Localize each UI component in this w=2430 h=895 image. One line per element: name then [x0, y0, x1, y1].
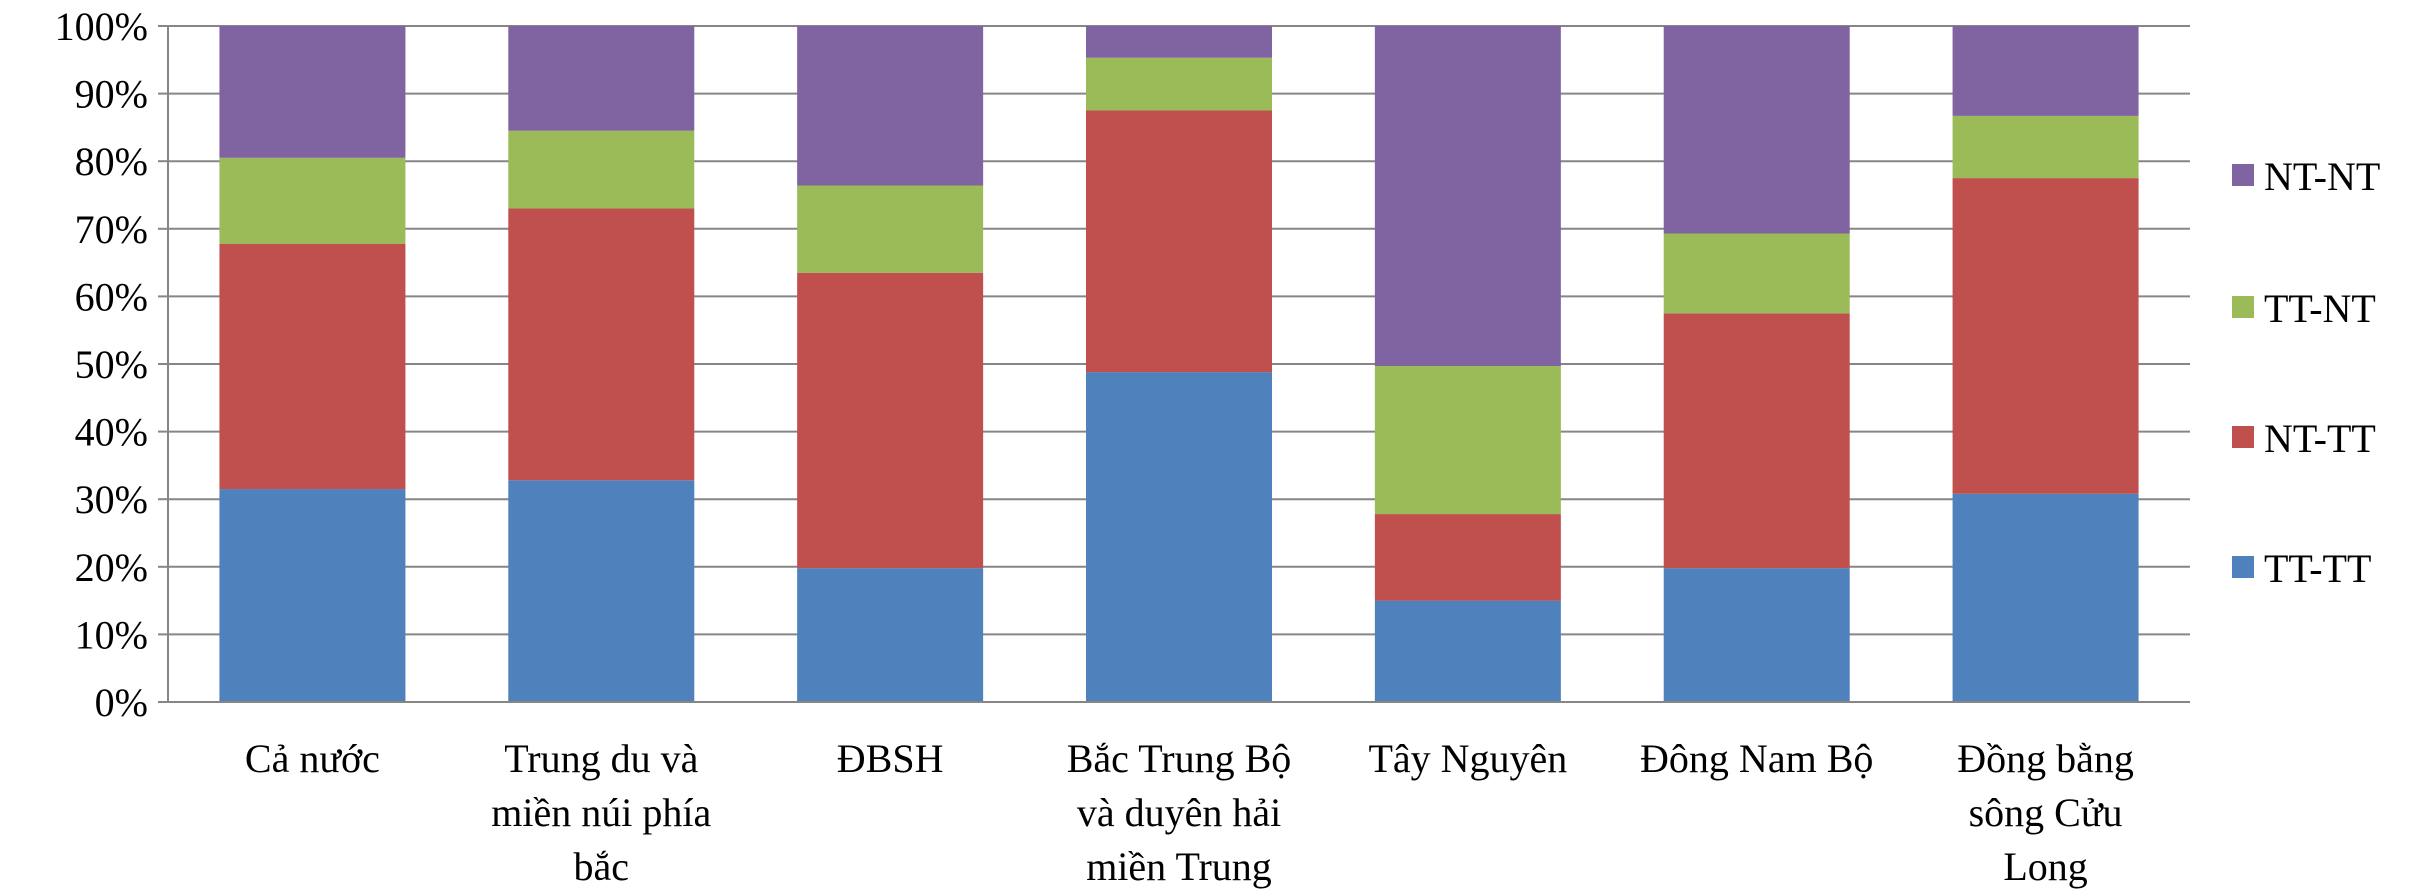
y-tick-label: 0%: [95, 680, 148, 725]
bar-segment-nt-nt: [1086, 26, 1272, 58]
legend-swatch: [2232, 164, 2254, 186]
bar-segment-tt-nt: [1374, 366, 1561, 515]
x-category-label: Đông Nam Bộ: [1640, 736, 1873, 781]
x-category-label-line: bắc: [574, 844, 630, 889]
y-tick-label: 40%: [75, 410, 148, 455]
legend-swatch: [2232, 556, 2254, 578]
y-axis: 0% 10% 20% 30% 40% 50% 60% 70% 80% 90% 100%: [55, 4, 169, 725]
legend: NT-NT TT-NT NT-TT TT-TT: [2232, 154, 2380, 591]
x-category-label: Trung du và miền núi phía bắc: [491, 736, 711, 889]
x-category-label-line: Long: [2003, 844, 2087, 889]
bar-segment-tt-nt: [1086, 57, 1272, 111]
bar-segment-tt-tt: [508, 480, 695, 702]
y-tick-label: 10%: [75, 612, 148, 657]
x-category-label: Cả nước: [245, 736, 380, 781]
bar-segment-nt-nt: [1952, 26, 2139, 116]
x-category-label-line: Bắc Trung Bộ: [1067, 736, 1292, 781]
legend-swatch: [2232, 296, 2254, 318]
x-category-label-line: Đông Nam Bộ: [1640, 736, 1873, 781]
bar-segment-tt-nt: [219, 157, 406, 244]
y-tick-label: 80%: [75, 139, 148, 184]
bar-segment-tt-nt: [1952, 115, 2139, 179]
bar-segment-tt-tt: [1374, 600, 1561, 702]
legend-label: TT-TT: [2264, 546, 2371, 591]
bar-segment-nt-nt: [508, 26, 695, 131]
legend-label: NT-TT: [2264, 416, 2376, 461]
legend-label: TT-NT: [2264, 286, 2376, 331]
y-tick-label: 70%: [75, 207, 148, 252]
bar-segment-tt-tt: [1952, 493, 2139, 702]
y-tick-label: 20%: [75, 545, 148, 590]
x-category-label-line: sông Cửu: [1969, 790, 2123, 835]
bar-segment-tt-tt: [797, 568, 984, 702]
bar-segment-nt-nt: [1374, 26, 1561, 367]
x-category-label-line: Tây Nguyên: [1368, 736, 1567, 781]
bar-segment-tt-tt: [1663, 568, 1850, 702]
bars: [219, 26, 2139, 702]
bar-segment-tt-nt: [1663, 233, 1850, 314]
legend-swatch: [2232, 426, 2254, 448]
bar-segment-tt-tt: [219, 489, 406, 702]
y-tick-label: 100%: [55, 4, 148, 49]
y-tick-label: 90%: [75, 72, 148, 117]
x-category-label-line: Cả nước: [245, 736, 380, 781]
y-tick-label: 30%: [75, 477, 148, 522]
x-category-label: Tây Nguyên: [1368, 736, 1567, 781]
bar-segment-nt-tt: [1374, 514, 1561, 601]
x-category-label-line: miền Trung: [1086, 844, 1272, 889]
x-axis: Cả nước Trung du và miền núi phía bắc ĐBSH Bắ…: [168, 701, 2190, 889]
bar-segment-tt-nt: [508, 130, 695, 209]
bar-segment-nt-nt: [797, 26, 984, 186]
x-category-label-line: Trung du và: [504, 736, 698, 781]
x-category-label: ĐBSH: [837, 736, 944, 781]
bar-segment-tt-tt: [1086, 372, 1272, 702]
bar-segment-nt-nt: [1663, 26, 1850, 234]
legend-label: NT-NT: [2264, 154, 2380, 199]
x-category-label-line: Đồng bằng: [1957, 736, 2134, 781]
x-category-label-line: miền núi phía: [491, 790, 711, 835]
bar-segment-tt-nt: [797, 185, 984, 273]
x-category-label-line: ĐBSH: [837, 736, 944, 781]
bar-segment-nt-nt: [219, 26, 406, 158]
bar-segment-nt-tt: [1952, 178, 2139, 494]
x-category-label-line: và duyên hải: [1077, 790, 1281, 835]
y-tick-label: 60%: [75, 274, 148, 319]
x-category-label: Bắc Trung Bộ và duyên hải miền Trung: [1067, 736, 1292, 889]
bar-segment-nt-tt: [797, 272, 984, 569]
bar-segment-nt-tt: [219, 243, 406, 490]
x-category-label: Đồng bằng sông Cửu Long: [1957, 736, 2134, 889]
bar-segment-nt-tt: [508, 208, 695, 481]
bar-segment-nt-tt: [1663, 313, 1850, 569]
bar-segment-nt-tt: [1086, 110, 1272, 373]
y-tick-label: 50%: [75, 342, 148, 387]
